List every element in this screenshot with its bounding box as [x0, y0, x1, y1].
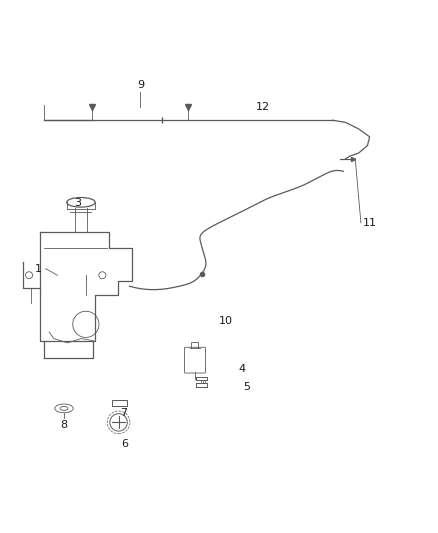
Text: 10: 10 — [219, 316, 233, 326]
Text: 5: 5 — [243, 382, 250, 392]
Text: 11: 11 — [363, 218, 377, 228]
Text: 1: 1 — [35, 264, 42, 273]
Text: 4: 4 — [239, 364, 246, 374]
Text: 3: 3 — [74, 198, 81, 208]
Text: 6: 6 — [122, 439, 129, 449]
Text: 7: 7 — [120, 408, 127, 418]
Text: 9: 9 — [137, 79, 144, 90]
Text: 8: 8 — [60, 420, 67, 430]
Text: 12: 12 — [256, 101, 270, 111]
